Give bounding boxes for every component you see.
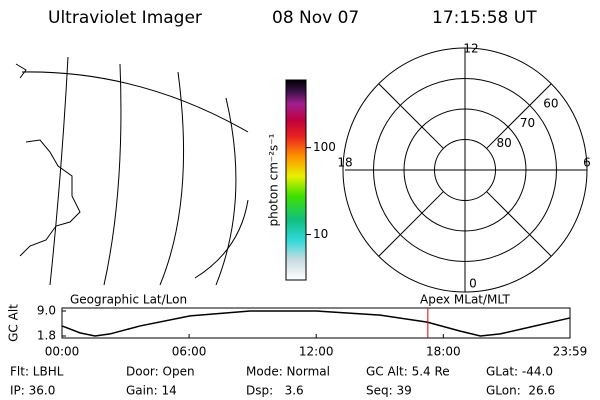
mlt-label: 18 (337, 156, 352, 170)
title: Ultraviolet Imager (48, 8, 202, 28)
colorbar-tick-label: 100 (313, 140, 336, 154)
mlt-label: 6 (583, 156, 591, 170)
y-tick-label: 1.8 (37, 329, 56, 343)
date: 08 Nov 07 (272, 8, 359, 28)
status-field: IP: 36.0 (10, 384, 55, 398)
panel-title: Geographic Lat/Lon (70, 293, 187, 307)
status-field: Flt: LBHL (10, 365, 64, 379)
meridian (159, 71, 185, 286)
lat-ring (403, 108, 527, 232)
lat-label: 60 (543, 97, 558, 111)
lat-ring (342, 47, 588, 293)
panel-title: Apex MLat/MLT (420, 293, 510, 307)
x-tick-label: 12:00 (299, 345, 334, 359)
status-field: Dsp: 3.6 (246, 384, 304, 398)
polar-diagonal (486, 83, 552, 149)
lat-ring (373, 78, 557, 262)
x-tick-label: 23:59 (553, 345, 588, 359)
status-field: Gain: 14 (126, 384, 177, 398)
mlt-label: 12 (463, 42, 478, 56)
coastline (15, 63, 81, 257)
status-field: Door: Open (126, 365, 195, 379)
colorbar-label: photon cm⁻²s⁻¹ (267, 133, 281, 226)
x-tick-label: 06:00 (172, 345, 207, 359)
meridian (49, 56, 69, 286)
plot-frame (61, 307, 571, 339)
latitude-line (21, 71, 249, 133)
polar-diagonal (486, 191, 552, 257)
status-field: Seq: 39 (366, 384, 412, 398)
lat-label: 70 (520, 116, 535, 130)
colorbar-tick-label: 10 (313, 227, 328, 241)
status-field: GLon: 26.6 (486, 384, 555, 398)
altitude-line (61, 310, 571, 337)
lat-ring (434, 139, 496, 201)
meridian (103, 63, 122, 286)
polar-diagonal (378, 83, 444, 149)
status-field: GLat: -44.0 (486, 365, 553, 379)
status-field: GC Alt: 5.4 Re (366, 365, 450, 379)
x-tick-label: 00:00 (45, 345, 80, 359)
y-tick-label: 9.0 (37, 304, 56, 318)
latitude-line (194, 199, 249, 279)
lat-label: 80 (496, 136, 511, 150)
mlt-label: 0 (469, 277, 477, 291)
colorbar (285, 79, 307, 281)
y-axis-label: GC Alt (7, 304, 21, 342)
time: 17:15:58 UT (432, 8, 537, 28)
map (15, 56, 249, 286)
status-field: Mode: Normal (246, 365, 330, 379)
x-tick-label: 18:00 (426, 345, 461, 359)
meridian (215, 97, 237, 286)
polar-diagonal (378, 191, 444, 257)
